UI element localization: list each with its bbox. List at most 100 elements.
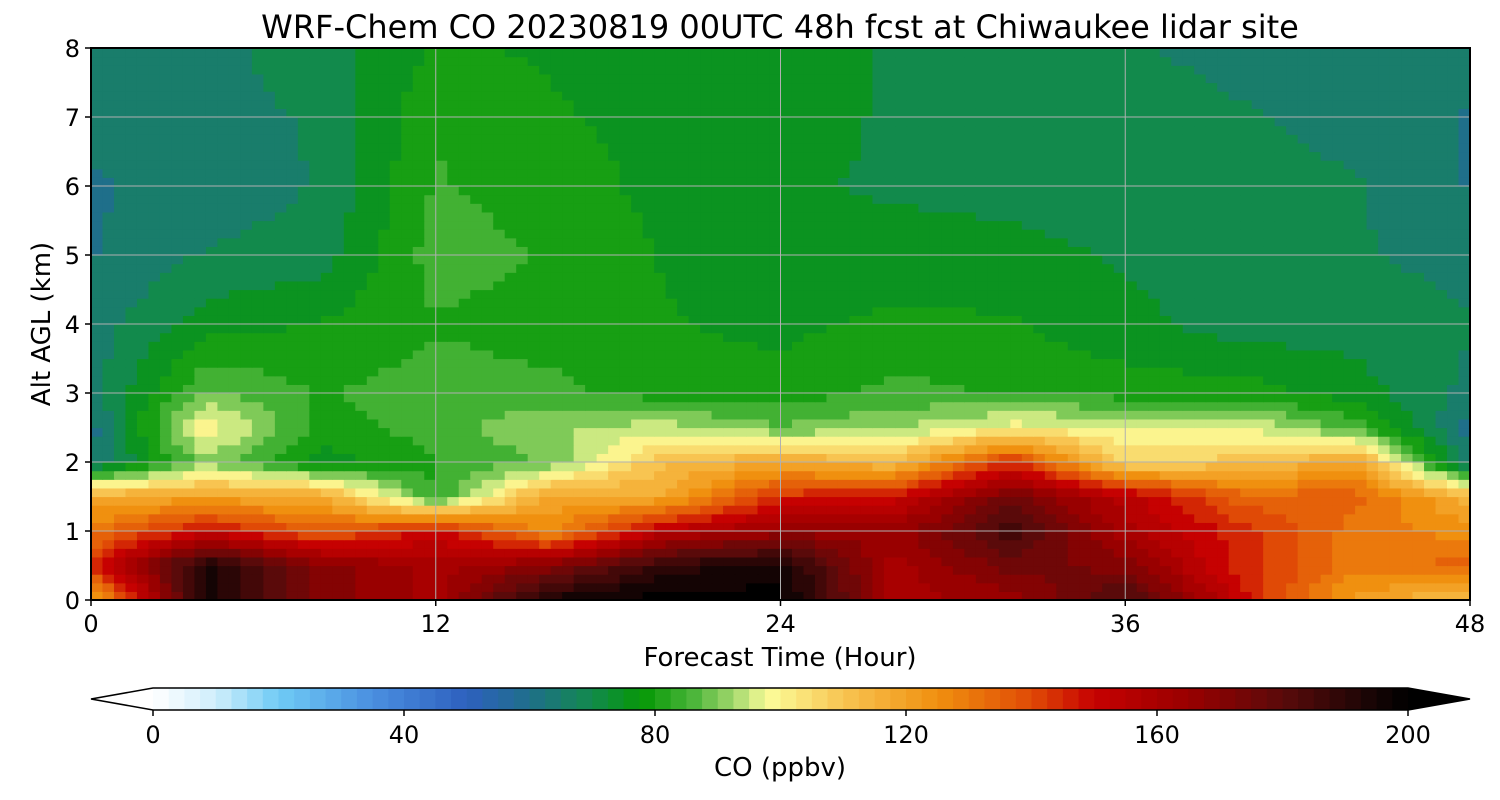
heatmap-cell bbox=[688, 436, 701, 446]
heatmap-cell bbox=[424, 496, 437, 506]
heatmap-cell bbox=[297, 565, 310, 575]
heatmap-cell bbox=[964, 418, 977, 429]
heatmap-cell bbox=[1182, 263, 1195, 273]
heatmap-cell bbox=[493, 367, 506, 377]
heatmap-cell bbox=[412, 531, 425, 541]
heatmap-cell bbox=[814, 289, 828, 299]
heatmap-cell bbox=[1182, 280, 1195, 291]
heatmap-cell bbox=[1343, 453, 1356, 463]
heatmap-cell bbox=[136, 263, 150, 273]
heatmap-cell bbox=[573, 453, 586, 463]
heatmap-cell bbox=[424, 298, 437, 308]
heatmap-cell bbox=[286, 574, 299, 584]
heatmap-cell bbox=[148, 427, 161, 437]
heatmap-cell bbox=[803, 349, 816, 360]
heatmap-cell bbox=[723, 505, 736, 515]
heatmap-cell bbox=[826, 384, 839, 394]
heatmap-cell bbox=[182, 298, 196, 308]
heatmap-cell bbox=[320, 539, 333, 549]
heatmap-cell bbox=[883, 513, 897, 523]
heatmap-cell bbox=[1010, 410, 1023, 420]
heatmap-cell bbox=[1401, 375, 1414, 385]
heatmap-cell bbox=[1217, 582, 1230, 592]
heatmap-cell bbox=[1217, 375, 1230, 385]
heatmap-cell bbox=[1113, 315, 1126, 325]
heatmap-cell bbox=[1274, 332, 1287, 342]
heatmap-cell bbox=[309, 591, 322, 600]
heatmap-cell bbox=[527, 315, 540, 325]
heatmap-cell bbox=[1113, 246, 1126, 256]
heatmap-cell bbox=[251, 418, 264, 429]
heatmap-cell bbox=[1044, 298, 1057, 308]
heatmap-cell bbox=[1010, 436, 1023, 446]
heatmap-cell bbox=[447, 393, 460, 403]
heatmap-cell bbox=[274, 349, 287, 360]
heatmap-cell bbox=[332, 556, 345, 567]
heatmap-cell bbox=[849, 384, 862, 394]
heatmap-cell bbox=[780, 263, 793, 273]
heatmap-cell bbox=[159, 444, 173, 454]
heatmap-cell bbox=[320, 496, 333, 506]
heatmap-cell bbox=[723, 462, 736, 472]
heatmap-cell bbox=[562, 436, 575, 446]
heatmap-cell bbox=[1102, 539, 1115, 549]
heatmap-cell bbox=[1412, 479, 1425, 489]
heatmap-cell bbox=[125, 315, 138, 325]
heatmap-cell bbox=[1458, 358, 1470, 368]
heatmap-cell bbox=[1412, 539, 1425, 549]
heatmap-cell bbox=[711, 263, 724, 273]
heatmap-cell bbox=[803, 237, 816, 247]
heatmap-cell bbox=[470, 367, 483, 377]
heatmap-cell bbox=[987, 496, 1000, 506]
heatmap-cell bbox=[1205, 418, 1218, 429]
heatmap-cell bbox=[711, 401, 724, 411]
heatmap-cell bbox=[1159, 574, 1172, 584]
heatmap-cell bbox=[849, 401, 862, 411]
heatmap-cell bbox=[297, 272, 310, 282]
heatmap-cell bbox=[447, 418, 460, 429]
heatmap-cell bbox=[1205, 505, 1218, 515]
heatmap-cell bbox=[1010, 496, 1023, 506]
heatmap-cell bbox=[665, 487, 678, 498]
heatmap-cell bbox=[941, 289, 954, 299]
heatmap-cell bbox=[447, 496, 460, 506]
heatmap-cell bbox=[113, 444, 127, 454]
heatmap-cell bbox=[102, 556, 115, 567]
heatmap-cell bbox=[1067, 462, 1080, 472]
heatmap-cell bbox=[91, 444, 104, 454]
heatmap-cell bbox=[1159, 375, 1172, 385]
heatmap-cell bbox=[769, 298, 782, 308]
heatmap-cell bbox=[596, 401, 609, 411]
heatmap-cell bbox=[1286, 556, 1299, 567]
heatmap-cell bbox=[240, 289, 253, 299]
heatmap-cell bbox=[1079, 332, 1092, 342]
heatmap-cell bbox=[860, 341, 874, 351]
heatmap-cell bbox=[1090, 410, 1103, 420]
heatmap-cell bbox=[516, 324, 529, 334]
heatmap-cell bbox=[1056, 565, 1069, 575]
heatmap-cell bbox=[1113, 539, 1126, 549]
heatmap-cell bbox=[435, 462, 448, 472]
heatmap-cell bbox=[1217, 298, 1230, 308]
heatmap-cell bbox=[1205, 246, 1218, 256]
heatmap-cell bbox=[1113, 332, 1126, 342]
heatmap-cell bbox=[837, 367, 851, 377]
heatmap-cell bbox=[654, 306, 667, 316]
heatmap-cell bbox=[309, 246, 322, 256]
heatmap-cell bbox=[688, 306, 701, 316]
heatmap-cell bbox=[447, 462, 460, 472]
heatmap-cell bbox=[1148, 349, 1161, 360]
heatmap-cell bbox=[700, 384, 713, 394]
heatmap-cell bbox=[975, 289, 988, 299]
heatmap-cell bbox=[1125, 470, 1138, 480]
heatmap-cell bbox=[274, 255, 287, 265]
heatmap-cell bbox=[1343, 367, 1356, 377]
heatmap-cell bbox=[274, 418, 287, 429]
heatmap-cell bbox=[791, 513, 805, 523]
heatmap-cell bbox=[1159, 272, 1172, 282]
heatmap-cell bbox=[918, 574, 931, 584]
heatmap-cell bbox=[1021, 505, 1034, 515]
heatmap-cell bbox=[746, 375, 759, 385]
heatmap-cell bbox=[906, 548, 919, 558]
heatmap-cell bbox=[1090, 436, 1103, 446]
